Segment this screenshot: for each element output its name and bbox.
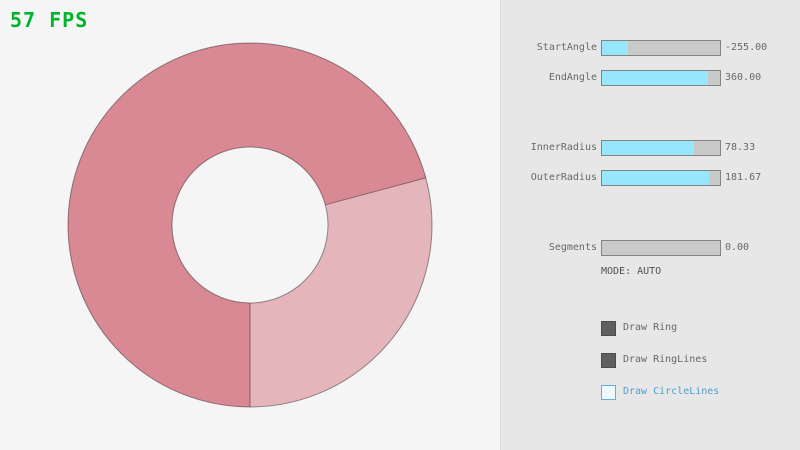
- slider-label: OuterRadius: [530, 172, 597, 183]
- slider-value: 360.00: [725, 72, 762, 83]
- slider-value: 181.67: [725, 172, 762, 183]
- checkbox-draw-circlelines[interactable]: Draw CircleLines: [601, 384, 719, 400]
- checkbox-label: Draw CircleLines: [623, 386, 720, 397]
- slider-label: InnerRadius: [530, 142, 597, 153]
- checkbox-box[interactable]: [601, 352, 616, 368]
- drawing-canvas: 57 FPS: [10, 8, 433, 408]
- slider-start-angle: StartAngle -255.00: [501, 40, 800, 56]
- slider-segments: Segments 0.00: [501, 240, 800, 256]
- checkbox-label: Draw Ring: [623, 322, 678, 333]
- ring-figure: [67, 42, 433, 408]
- slider-track[interactable]: [601, 40, 721, 56]
- checkbox-box[interactable]: [601, 320, 616, 336]
- slider-label: EndAngle: [548, 72, 597, 83]
- ring-sector-minor: [250, 177, 433, 407]
- slider-value: 78.33: [725, 142, 756, 153]
- ring-outline-inner: [171, 146, 329, 304]
- control-panel: StartAngle -255.00 EndAngle 360.00 Inner…: [500, 0, 800, 450]
- slider-fill: [602, 141, 695, 155]
- ring-start-angle-line: [325, 177, 426, 206]
- fps-counter: 57 FPS: [10, 8, 89, 32]
- checkbox-box[interactable]: [601, 384, 616, 400]
- slider-value: -255.00: [725, 42, 768, 53]
- slider-end-angle: EndAngle 360.00: [501, 70, 800, 86]
- slider-track[interactable]: [601, 140, 721, 156]
- segments-mode-text: MODE: AUTO: [601, 266, 662, 277]
- slider-outer-radius: OuterRadius 181.67: [501, 170, 800, 186]
- ring-outline-outer: [67, 42, 433, 408]
- slider-track[interactable]: [601, 70, 721, 86]
- checkbox-draw-ringlines[interactable]: Draw RingLines: [601, 352, 707, 368]
- slider-track[interactable]: [601, 240, 721, 256]
- slider-inner-radius: InnerRadius 78.33: [501, 140, 800, 156]
- slider-label: Segments: [548, 242, 597, 253]
- slider-label: StartAngle: [536, 42, 597, 53]
- checkbox-draw-ring[interactable]: Draw Ring: [601, 320, 677, 336]
- slider-fill: [602, 41, 628, 55]
- slider-value: 0.00: [725, 242, 750, 253]
- ring-sector-major: [68, 42, 426, 408]
- slider-fill: [602, 171, 710, 185]
- checkbox-label: Draw RingLines: [623, 354, 708, 365]
- slider-track[interactable]: [601, 170, 721, 186]
- slider-fill: [602, 71, 709, 85]
